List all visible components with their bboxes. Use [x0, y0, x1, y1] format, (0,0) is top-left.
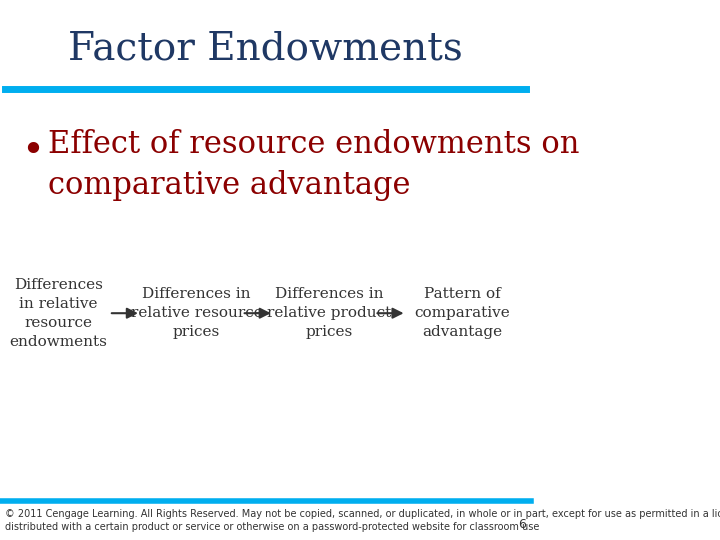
Text: Differences in
relative resource
prices: Differences in relative resource prices	[131, 287, 263, 339]
Text: Differences in
relative product
prices: Differences in relative product prices	[267, 287, 392, 339]
Text: Factor Endowments: Factor Endowments	[68, 30, 463, 67]
Text: •: •	[22, 132, 44, 170]
Text: © 2011 Cengage Learning. All Rights Reserved. May not be copied, scanned, or dup: © 2011 Cengage Learning. All Rights Rese…	[5, 509, 720, 532]
Text: Differences
in relative
resource
endowments: Differences in relative resource endowme…	[9, 278, 107, 349]
Text: Pattern of
comparative
advantage: Pattern of comparative advantage	[414, 287, 510, 339]
Text: Effect of resource endowments on
comparative advantage: Effect of resource endowments on compara…	[48, 129, 580, 201]
Text: 6: 6	[518, 518, 526, 531]
